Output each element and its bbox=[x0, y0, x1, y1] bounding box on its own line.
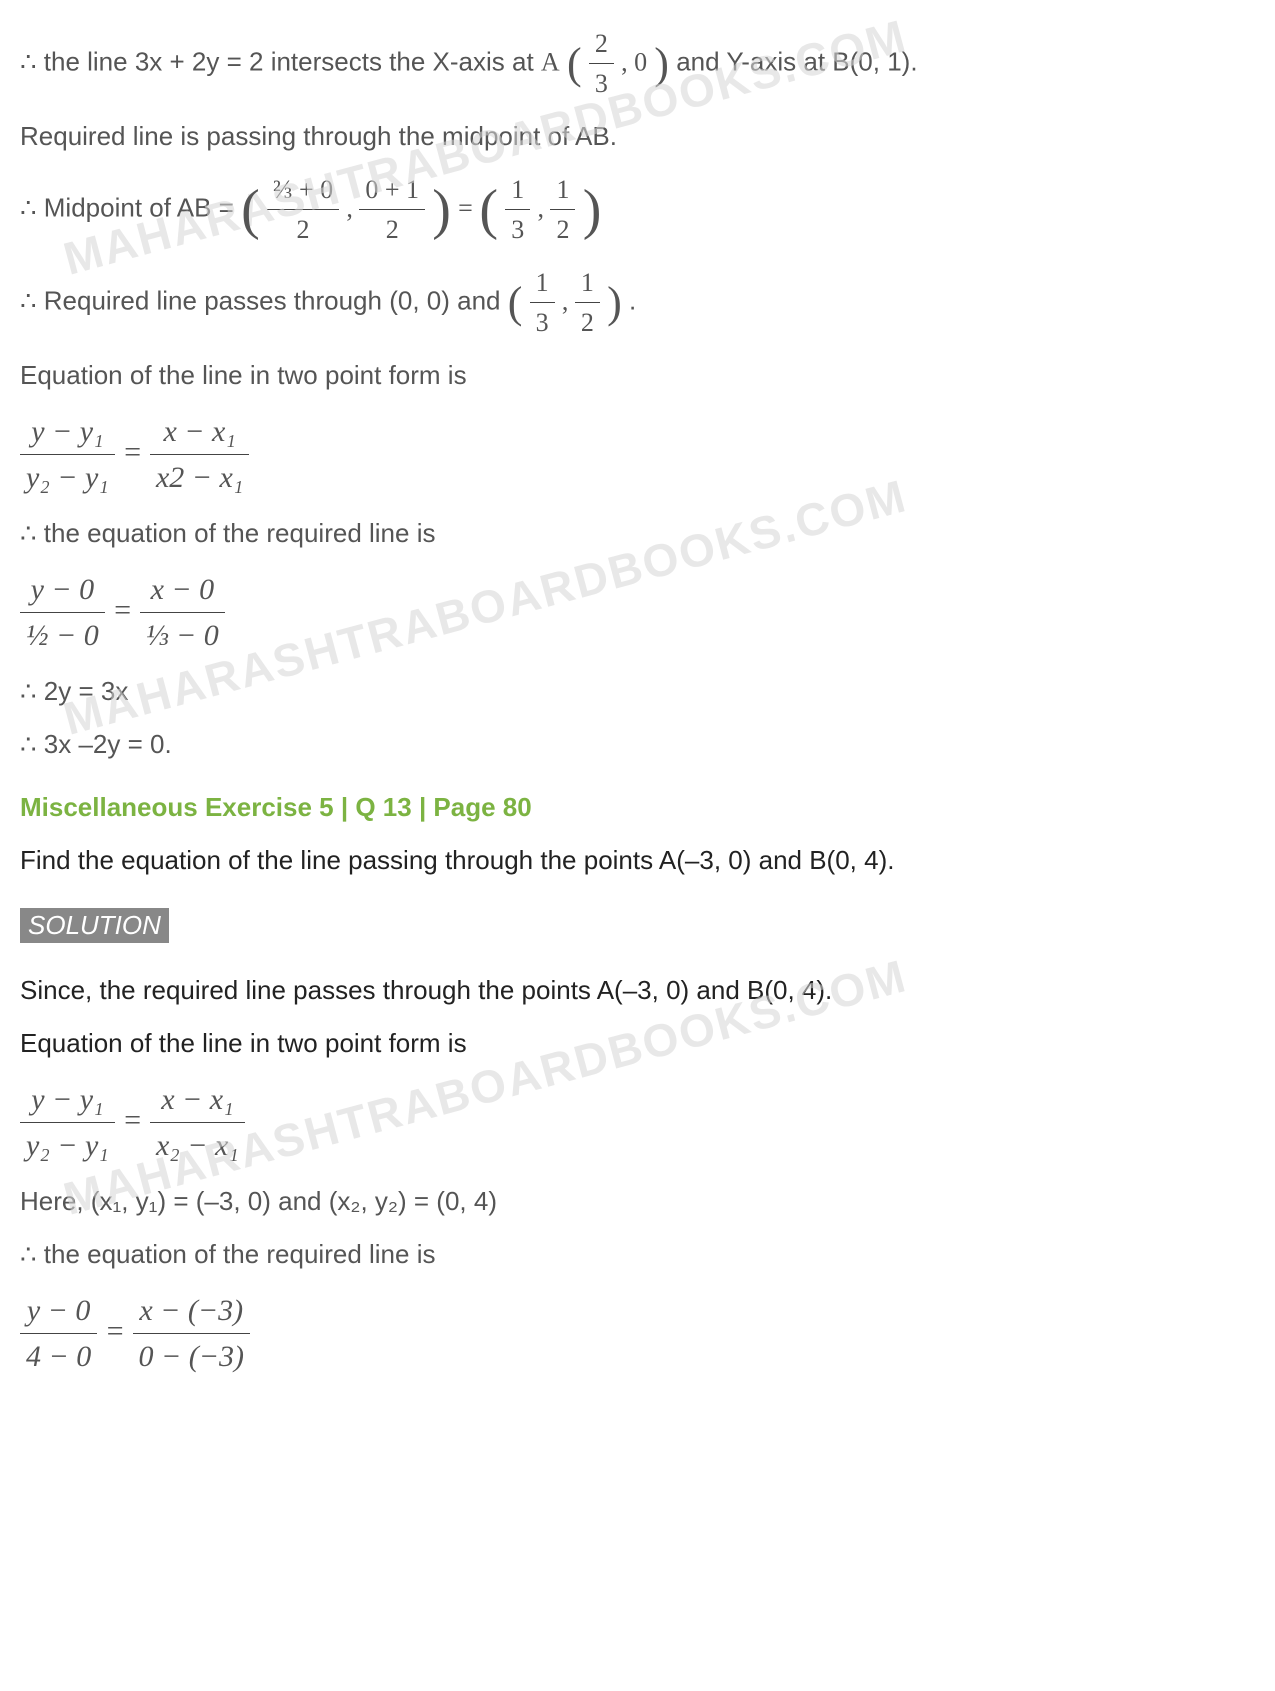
math: A bbox=[541, 47, 560, 76]
fraction: x − x₁ x2 − x₁ bbox=[150, 409, 249, 500]
fraction: x − 0 ⅓ − 0 bbox=[140, 567, 225, 658]
text: ∴ Midpoint of AB = bbox=[20, 192, 241, 222]
equals: = bbox=[112, 593, 140, 626]
numerator: x − x₁ bbox=[150, 409, 249, 454]
denominator: 0 − (−3) bbox=[133, 1333, 250, 1379]
denominator: ⅓ − 0 bbox=[140, 612, 225, 658]
text: ∴ the line 3x + 2y = 2 intersects the X-… bbox=[20, 46, 541, 76]
equals: = bbox=[458, 193, 479, 222]
denominator: y₂ − y₁ bbox=[20, 454, 115, 500]
text-line: ∴ Required line passes through (0, 0) an… bbox=[20, 263, 1255, 342]
text-line: ∴ 3x –2y = 0. bbox=[20, 725, 1255, 764]
solution-label-text: SOLUTION bbox=[20, 908, 169, 943]
text-line: ∴ the equation of the required line is bbox=[20, 1235, 1255, 1274]
equation: y − 0 4 − 0 = x − (−3) 0 − (−3) bbox=[20, 1288, 1255, 1379]
numerator: 1 bbox=[575, 263, 600, 302]
numerator: y − 0 bbox=[20, 1288, 97, 1333]
equals: = bbox=[122, 435, 150, 468]
denominator: 2 bbox=[575, 302, 600, 342]
fraction: ⅔ + 0 2 bbox=[267, 170, 339, 249]
text-line: ∴ Midpoint of AB = ( ⅔ + 0 2 , 0 + 1 2 )… bbox=[20, 170, 1255, 249]
denominator: 2 bbox=[550, 209, 575, 249]
fraction: y − y₁ y₂ − y₁ bbox=[20, 1077, 115, 1168]
text-line: ∴ the equation of the required line is bbox=[20, 514, 1255, 553]
text: and Y-axis at B(0, 1). bbox=[676, 46, 917, 76]
numerator: ⅔ + 0 bbox=[267, 170, 339, 209]
fraction: y − 0 4 − 0 bbox=[20, 1288, 97, 1379]
numerator: x − x₁ bbox=[150, 1077, 245, 1122]
comma: , bbox=[537, 193, 550, 222]
denominator: 3 bbox=[505, 209, 530, 249]
equation: y − y₁ y₂ − y₁ = x − x₁ x₂ − x₁ bbox=[20, 1077, 1255, 1168]
text-line: Required line is passing through the mid… bbox=[20, 117, 1255, 156]
denominator: ½ − 0 bbox=[20, 612, 105, 658]
numerator: x − 0 bbox=[140, 567, 225, 612]
denominator: 2 bbox=[267, 209, 339, 249]
numerator: 1 bbox=[505, 170, 530, 209]
fraction: 1 2 bbox=[550, 170, 575, 249]
denominator: 3 bbox=[589, 63, 614, 103]
text: . bbox=[629, 285, 636, 315]
numerator: 1 bbox=[550, 170, 575, 209]
problem-text: Find the equation of the line passing th… bbox=[20, 841, 1255, 880]
numerator: 0 + 1 bbox=[359, 170, 425, 209]
denominator: x2 − x₁ bbox=[150, 454, 249, 500]
comma: , bbox=[346, 193, 359, 222]
fraction: 1 3 bbox=[505, 170, 530, 249]
text-line: Here, (x₁, y₁) = (–3, 0) and (x₂, y₂) = … bbox=[20, 1182, 1255, 1221]
fraction: x − (−3) 0 − (−3) bbox=[133, 1288, 250, 1379]
denominator: x₂ − x₁ bbox=[150, 1122, 245, 1168]
denominator: y₂ − y₁ bbox=[20, 1122, 115, 1168]
equals: = bbox=[122, 1103, 150, 1136]
text-line: Equation of the line in two point form i… bbox=[20, 356, 1255, 395]
text-line: Since, the required line passes through … bbox=[20, 971, 1255, 1010]
text: ∴ Required line passes through (0, 0) an… bbox=[20, 285, 508, 315]
fraction: 2 3 bbox=[589, 24, 614, 103]
equation: y − 0 ½ − 0 = x − 0 ⅓ − 0 bbox=[20, 567, 1255, 658]
fraction: x − x₁ x₂ − x₁ bbox=[150, 1077, 245, 1168]
fraction: y − 0 ½ − 0 bbox=[20, 567, 105, 658]
exercise-heading: Miscellaneous Exercise 5 | Q 13 | Page 8… bbox=[20, 788, 1255, 827]
fraction: y − y₁ y₂ − y₁ bbox=[20, 409, 115, 500]
fraction: 0 + 1 2 bbox=[359, 170, 425, 249]
numerator: 1 bbox=[530, 263, 555, 302]
numerator: 2 bbox=[589, 24, 614, 63]
equals: = bbox=[105, 1314, 133, 1347]
numerator: y − y₁ bbox=[20, 1077, 115, 1122]
solution-label: SOLUTION bbox=[20, 894, 1255, 957]
numerator: y − y₁ bbox=[20, 409, 115, 454]
denominator: 4 − 0 bbox=[20, 1333, 97, 1379]
math: , 0 bbox=[621, 47, 647, 76]
comma: , bbox=[562, 286, 575, 315]
denominator: 3 bbox=[530, 302, 555, 342]
numerator: y − 0 bbox=[20, 567, 105, 612]
denominator: 2 bbox=[359, 209, 425, 249]
text-line: ∴ 2y = 3x bbox=[20, 672, 1255, 711]
text-line: Equation of the line in two point form i… bbox=[20, 1024, 1255, 1063]
fraction: 1 2 bbox=[575, 263, 600, 342]
fraction: 1 3 bbox=[530, 263, 555, 342]
equation: y − y₁ y₂ − y₁ = x − x₁ x2 − x₁ bbox=[20, 409, 1255, 500]
numerator: x − (−3) bbox=[133, 1288, 250, 1333]
text-line: ∴ the line 3x + 2y = 2 intersects the X-… bbox=[20, 24, 1255, 103]
